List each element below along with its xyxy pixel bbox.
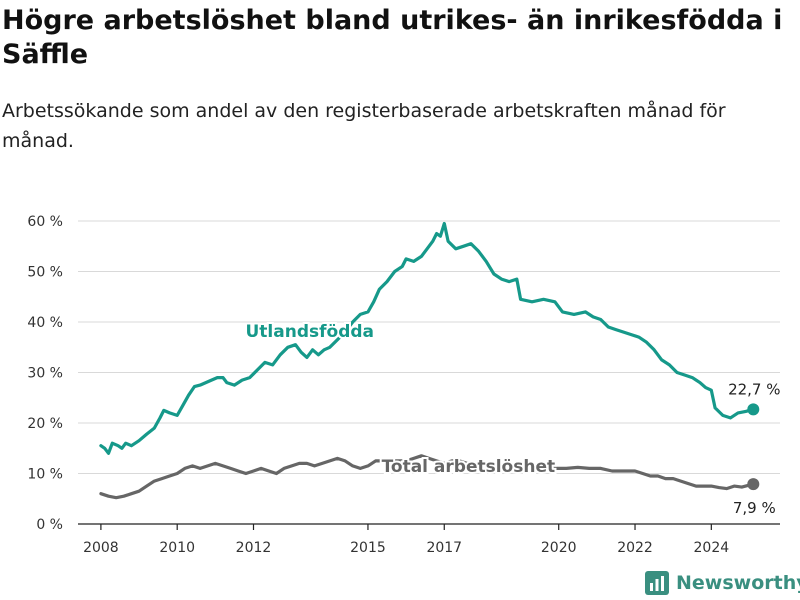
y-tick-label: 50 % (27, 265, 63, 281)
end-value-label-utlandsfodda: 22,7 % (728, 380, 780, 398)
logo-text: Newsworthy (676, 572, 800, 594)
series-line-total (99, 454, 755, 500)
chart-subtitle: Arbetssökande som andel av den registerb… (2, 100, 726, 152)
y-tick-label: 60 % (27, 214, 63, 230)
x-tick-label: 2015 (350, 540, 386, 556)
y-tick-label: 30 % (27, 366, 63, 382)
y-tick-label: 20 % (27, 416, 63, 432)
series-end-point (747, 403, 760, 416)
x-tick-label: 2022 (617, 540, 653, 556)
y-tick-label: 0 % (36, 517, 63, 533)
series-label-total: Total arbetslöshet (382, 457, 556, 477)
x-tick-label: 2012 (236, 540, 272, 556)
y-tick-label: 40 % (27, 315, 63, 331)
series-label-utlandsfodda: Utlandsfödda (246, 322, 375, 342)
x-tick-label: 2017 (426, 540, 462, 556)
y-tick-label: 10 % (27, 467, 63, 483)
series-line-utlandsfodda (99, 221, 755, 455)
newsworthy-logo-icon (645, 571, 669, 595)
x-tick-label: 2010 (159, 540, 195, 556)
x-tick-label: 2020 (541, 540, 577, 556)
series-end-point (747, 478, 760, 491)
newsworthy-logo: Newsworthy (644, 569, 800, 597)
x-tick-label: 2008 (83, 540, 119, 556)
chart-title: Högre arbetslöshet bland utrikes- än inr… (2, 5, 783, 70)
end-value-label-total: 7,9 % (733, 499, 776, 517)
x-tick-label: 2024 (694, 540, 730, 556)
